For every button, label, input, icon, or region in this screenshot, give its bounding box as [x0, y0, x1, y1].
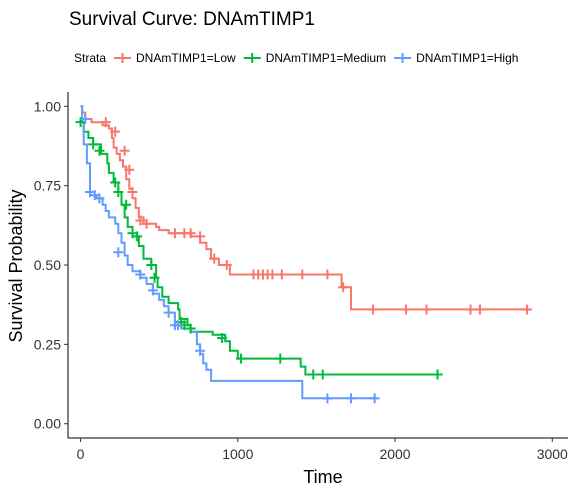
- censor-mark: [317, 369, 328, 380]
- censor-mark: [522, 304, 533, 315]
- censor-mark: [169, 228, 180, 239]
- censor-mark: [110, 177, 121, 188]
- censor-mark: [88, 139, 99, 150]
- censor-mark: [195, 231, 206, 242]
- x-tick-label: 2000: [379, 446, 410, 462]
- censor-mark: [368, 304, 379, 315]
- censor-mark: [110, 126, 121, 137]
- y-tick-label: 0.00: [34, 416, 61, 432]
- x-axis-title: Time: [303, 467, 342, 487]
- censor-mark: [421, 304, 432, 315]
- chart-title: Survival Curve: DNAmTIMP1: [69, 9, 315, 30]
- censor-mark: [217, 333, 228, 344]
- censor-mark: [135, 215, 146, 226]
- survival-curve-2: [80, 121, 438, 376]
- censor-mark: [275, 353, 286, 364]
- censor-mark: [185, 228, 196, 239]
- censor-mark: [149, 272, 160, 283]
- censor-mark: [465, 304, 476, 315]
- censor-mark: [119, 145, 130, 156]
- censor-mark: [80, 113, 91, 124]
- censor-mark: [113, 186, 124, 197]
- censor-mark: [235, 353, 246, 364]
- censor-mark: [221, 260, 232, 270]
- x-axis-ticks: 0 1000 2000 3000: [77, 438, 568, 462]
- censor-mark: [276, 269, 287, 280]
- censor-mark: [163, 307, 174, 318]
- censor-mark: [432, 369, 443, 380]
- censor-mark: [146, 260, 157, 270]
- censor-mark: [147, 285, 158, 296]
- y-tick-label: 0.25: [34, 336, 61, 352]
- legend-label-1: DNAmTIMP1=Low: [136, 51, 236, 65]
- legend-title: Strata: [74, 51, 106, 65]
- x-tick-label: 3000: [537, 446, 568, 462]
- censor-mark: [369, 393, 380, 404]
- censor-mark: [267, 269, 278, 280]
- censor-mark: [127, 186, 138, 197]
- censor-marks: [75, 113, 533, 404]
- censor-mark: [124, 164, 135, 175]
- legend-label-2: DNAmTIMP1=Medium: [266, 51, 386, 65]
- censor-mark: [185, 323, 196, 334]
- x-tick-label: 0: [77, 446, 85, 462]
- censor-mark: [94, 193, 105, 204]
- censor-mark: [401, 304, 412, 315]
- plot-area: 0.00 0.25 0.50 0.75 1.00 0 1000 2000 3000: [34, 92, 568, 462]
- legend-key-mark: [247, 53, 258, 63]
- legend-key-mark: [117, 53, 128, 63]
- censor-mark: [346, 393, 357, 404]
- y-tick-label: 0.75: [34, 178, 61, 194]
- censor-mark: [322, 393, 333, 404]
- censor-mark: [209, 253, 220, 264]
- censor-mark: [195, 345, 206, 356]
- legend-key-mark: [397, 53, 408, 63]
- censor-mark: [121, 199, 132, 210]
- survival-curve-1: [80, 105, 529, 311]
- censor-mark: [94, 145, 105, 156]
- censor-mark: [297, 269, 308, 280]
- censor-mark: [474, 304, 485, 315]
- censor-mark: [135, 269, 146, 280]
- y-axis-title: Survival Probability: [6, 189, 26, 342]
- censor-mark: [308, 369, 319, 380]
- y-axis-ticks: 0.00 0.25 0.50 0.75 1.00: [34, 98, 68, 432]
- legend-label-3: DNAmTIMP1=High: [416, 51, 518, 65]
- survival-curves: [80, 105, 529, 400]
- censor-mark: [322, 269, 333, 280]
- x-tick-label: 1000: [222, 446, 253, 462]
- censor-mark: [132, 231, 143, 242]
- y-tick-label: 0.50: [34, 257, 61, 273]
- censor-mark: [100, 117, 111, 128]
- censor-mark: [113, 247, 124, 258]
- y-tick-label: 1.00: [34, 98, 61, 114]
- censor-mark: [173, 320, 184, 331]
- legend: Strata DNAmTIMP1=Low DNAmTIMP1=Medium DNAm…: [74, 51, 518, 65]
- censor-mark: [338, 282, 349, 293]
- censor-mark: [141, 218, 152, 229]
